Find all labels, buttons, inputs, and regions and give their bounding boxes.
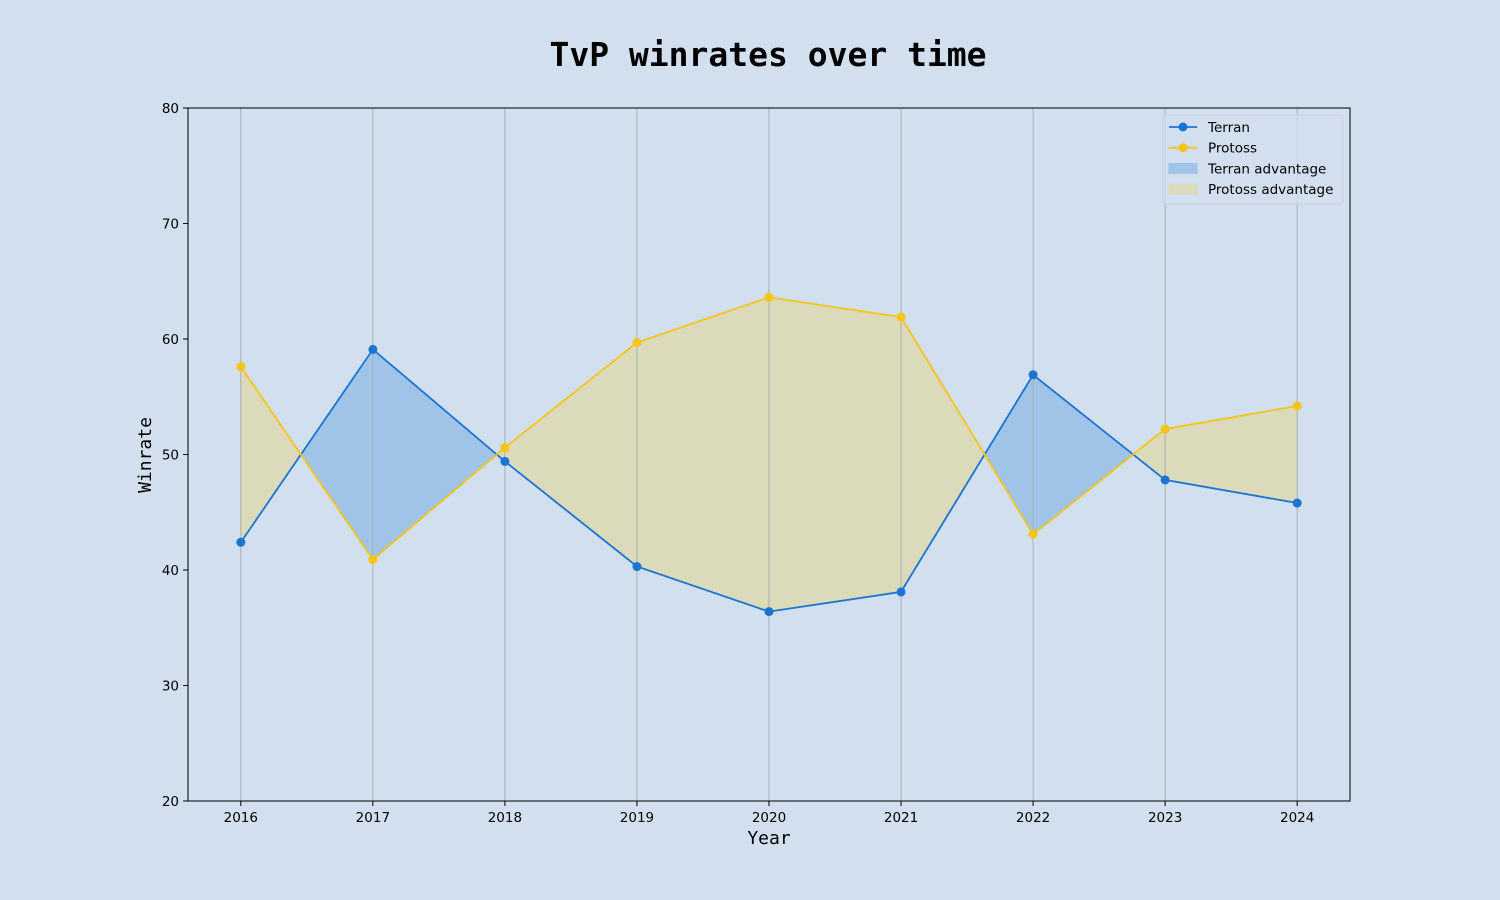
legend-protoss-advantage-label: Protoss advantage	[1208, 182, 1333, 198]
x-tick-label: 2024	[1280, 810, 1314, 826]
terran-point	[1292, 498, 1302, 508]
terran-point	[1160, 475, 1170, 485]
x-tick-label: 2018	[488, 810, 522, 826]
terran-point	[500, 456, 510, 466]
series-lines	[236, 292, 1302, 617]
fill-areas	[240, 297, 1298, 612]
ticks: 2016 2017 2018 2019 2020 2021 2022 2023 2024 20 30…	[162, 101, 1315, 826]
terran-advantage-area	[300, 349, 497, 560]
terran-point	[368, 344, 378, 354]
terran-advantage-area	[984, 374, 1134, 535]
protoss-point	[236, 362, 246, 372]
x-tick-label: 2020	[752, 810, 786, 826]
terran-point	[764, 607, 774, 617]
y-tick-label: 80	[162, 101, 179, 117]
y-tick-label: 20	[162, 794, 179, 810]
legend-protoss-advantage-swatch	[1168, 183, 1198, 195]
protoss-point	[1160, 424, 1170, 434]
y-tick-label: 40	[162, 563, 179, 579]
x-axis-label: Year	[747, 828, 791, 849]
x-tick-label: 2017	[356, 810, 390, 826]
y-axis-label: Winrate	[135, 417, 156, 493]
protoss-point	[1292, 401, 1302, 411]
chart-title: TvP winrates over time	[549, 35, 986, 74]
protoss-point	[632, 337, 642, 347]
terran-point	[632, 562, 642, 572]
x-tick-label: 2021	[884, 810, 918, 826]
x-tick-label: 2019	[620, 810, 654, 826]
protoss-point	[368, 555, 378, 565]
x-tick-label: 2022	[1016, 810, 1050, 826]
protoss-advantage-area	[1133, 406, 1298, 503]
legend-protoss-marker	[1178, 143, 1188, 153]
protoss-point	[500, 443, 510, 453]
protoss-point	[1028, 529, 1038, 539]
x-tick-label: 2023	[1148, 810, 1182, 826]
y-tick-label: 70	[162, 217, 179, 233]
y-tick-label: 50	[162, 448, 179, 464]
x-tick-label: 2016	[224, 810, 258, 826]
terran-point	[236, 537, 246, 547]
protoss-point	[764, 292, 774, 302]
protoss-advantage-area	[240, 366, 301, 543]
legend-terran-advantage-label: Terran advantage	[1207, 161, 1326, 177]
protoss-advantage-area	[496, 297, 985, 612]
legend[interactable]: Terran Protoss Terran advantage Protoss adv…	[1162, 114, 1344, 205]
terran-point	[1028, 370, 1038, 380]
grid-lines	[240, 108, 1298, 801]
y-tick-label: 60	[162, 332, 179, 348]
legend-terran-label: Terran	[1207, 120, 1250, 136]
legend-box	[1162, 114, 1344, 205]
legend-terran-marker	[1178, 122, 1188, 132]
legend-terran-advantage-swatch	[1168, 162, 1198, 174]
terran-point	[896, 587, 906, 597]
protoss-point	[896, 312, 906, 322]
y-tick-label: 30	[162, 679, 179, 695]
legend-protoss-label: Protoss	[1208, 141, 1257, 157]
